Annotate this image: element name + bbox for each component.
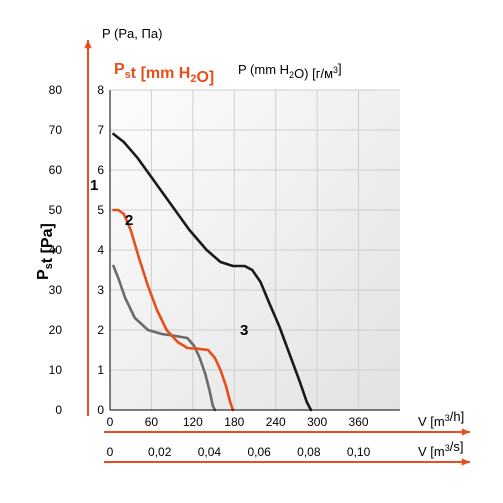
xtick-h: 240	[266, 415, 286, 429]
ytick-mm: 3	[97, 283, 104, 297]
ytick-mm: 4	[97, 243, 104, 257]
ytick-pa: 0	[55, 403, 62, 417]
xtick-h: 180	[224, 415, 244, 429]
ytick-pa: 20	[49, 323, 63, 337]
y-unit-top: P (Pa, Па)	[102, 26, 162, 41]
xtick-s: 0,08	[297, 445, 321, 459]
ytick-mm: 0	[97, 403, 104, 417]
xtick-s: 0,04	[198, 445, 222, 459]
ytick-mm: 6	[97, 163, 104, 177]
ytick-mm: 2	[97, 323, 104, 337]
xtick-s: 0,06	[247, 445, 271, 459]
curve-label-1: 1	[90, 177, 98, 194]
ytick-mm: 7	[97, 123, 104, 137]
xtick-s: 0,10	[347, 445, 371, 459]
ytick-pa: 70	[49, 123, 63, 137]
curve-label-2: 2	[125, 212, 133, 229]
ytick-pa: 30	[49, 283, 63, 297]
ytick-mm: 8	[97, 83, 104, 97]
ytick-pa: 80	[49, 83, 63, 97]
ytick-pa: 50	[49, 203, 63, 217]
xtick-s: 0,02	[148, 445, 172, 459]
xtick-h: 120	[183, 415, 203, 429]
ytick-mm: 5	[97, 203, 104, 217]
xtick-s: 0	[107, 445, 114, 459]
xtick-h: 360	[349, 415, 369, 429]
xtick-h: 300	[307, 415, 327, 429]
ytick-mm: 1	[97, 363, 104, 377]
xtick-h: 0	[107, 415, 114, 429]
xtick-h: 60	[145, 415, 159, 429]
curve-label-3: 3	[240, 322, 248, 339]
ytick-pa: 10	[49, 363, 63, 377]
ytick-pa: 60	[49, 163, 63, 177]
